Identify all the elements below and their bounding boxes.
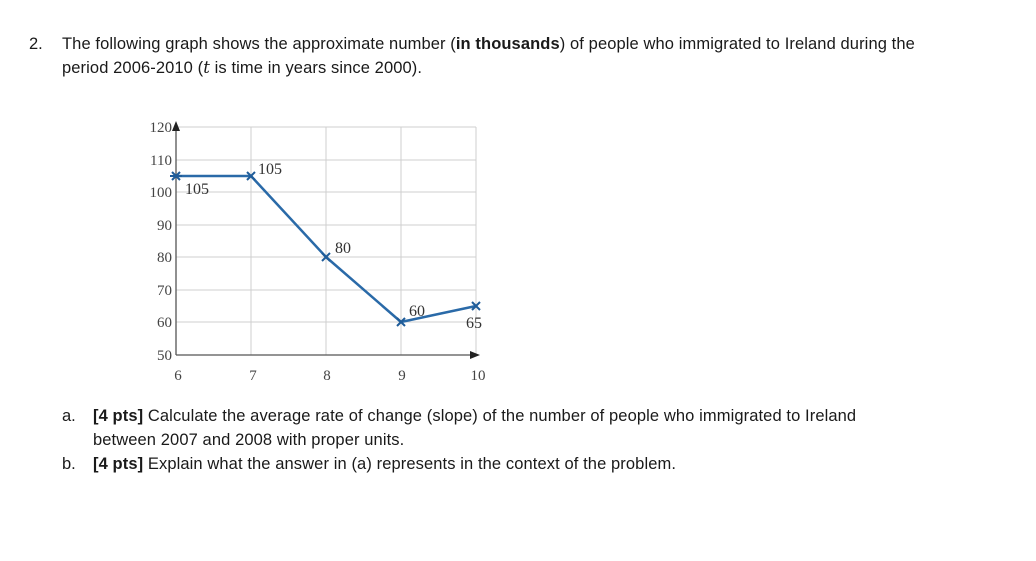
part-a-line-1: [4 pts] Calculate the average rate of ch… <box>93 404 856 428</box>
part-a-text: Calculate the average rate of change (sl… <box>143 407 857 425</box>
svg-text:100: 100 <box>150 185 173 201</box>
part-a-letter: a. <box>62 407 76 425</box>
svg-text:120: 120 <box>150 120 173 136</box>
x-tick-labels: 6 7 8 9 10 <box>174 368 485 384</box>
y-tick-labels: 120 110 100 90 80 70 60 50 <box>150 120 173 364</box>
svg-text:70: 70 <box>157 283 172 299</box>
svg-text:60: 60 <box>409 303 425 320</box>
svg-text:7: 7 <box>249 368 257 384</box>
part-a-line-2: between 2007 and 2008 with proper units. <box>93 431 405 449</box>
immigration-line-chart: 120 110 100 90 80 70 60 50 6 7 8 9 10 10… <box>150 120 486 384</box>
svg-text:60: 60 <box>157 315 172 331</box>
question-line-1: The following graph shows the approximat… <box>62 32 915 56</box>
question-text-post: ) of people who immigrated to Ireland du… <box>559 35 915 53</box>
svg-text:90: 90 <box>157 218 172 234</box>
svg-text:8: 8 <box>323 368 331 384</box>
question-text-bold: in thousands <box>455 35 560 53</box>
part-b-text: Explain what the answer in (a) represent… <box>143 455 677 473</box>
svg-text:105: 105 <box>258 161 282 178</box>
svg-text:9: 9 <box>398 368 406 384</box>
data-labels: 105 105 80 60 65 <box>185 161 482 332</box>
part-a-points: [4 pts] <box>93 407 144 425</box>
svg-text:50: 50 <box>157 348 172 364</box>
x-marker-icon <box>170 171 182 181</box>
svg-text:105: 105 <box>185 181 209 198</box>
svg-text:110: 110 <box>150 153 172 169</box>
axes <box>175 130 472 356</box>
question-number: 2. <box>29 35 43 53</box>
svg-text:80: 80 <box>335 240 351 257</box>
part-b-line-1: [4 pts] Explain what the answer in (a) r… <box>93 452 676 476</box>
x-marker-icon <box>246 171 256 181</box>
x-marker-icon <box>471 301 481 311</box>
x-marker-icon <box>396 317 406 327</box>
x-marker-icon <box>321 252 331 262</box>
data-markers <box>170 171 481 327</box>
y-axis-arrow-icon <box>172 121 180 131</box>
question-text2-pre: period 2006-2010 ( <box>62 59 204 77</box>
variable-t: t <box>203 58 210 77</box>
svg-text:80: 80 <box>157 250 172 266</box>
part-b-letter: b. <box>62 455 76 473</box>
question-text-pre: The following graph shows the approximat… <box>62 35 456 53</box>
x-axis-arrow-icon <box>470 351 480 359</box>
question-text2-post: is time in years since 2000). <box>209 59 423 77</box>
question-line-2: period 2006-2010 (t is time in years sin… <box>62 56 422 80</box>
part-b-points: [4 pts] <box>93 455 144 473</box>
svg-text:65: 65 <box>466 315 482 332</box>
vertical-gridlines <box>250 127 477 355</box>
svg-text:10: 10 <box>471 368 486 384</box>
svg-text:6: 6 <box>174 368 182 384</box>
